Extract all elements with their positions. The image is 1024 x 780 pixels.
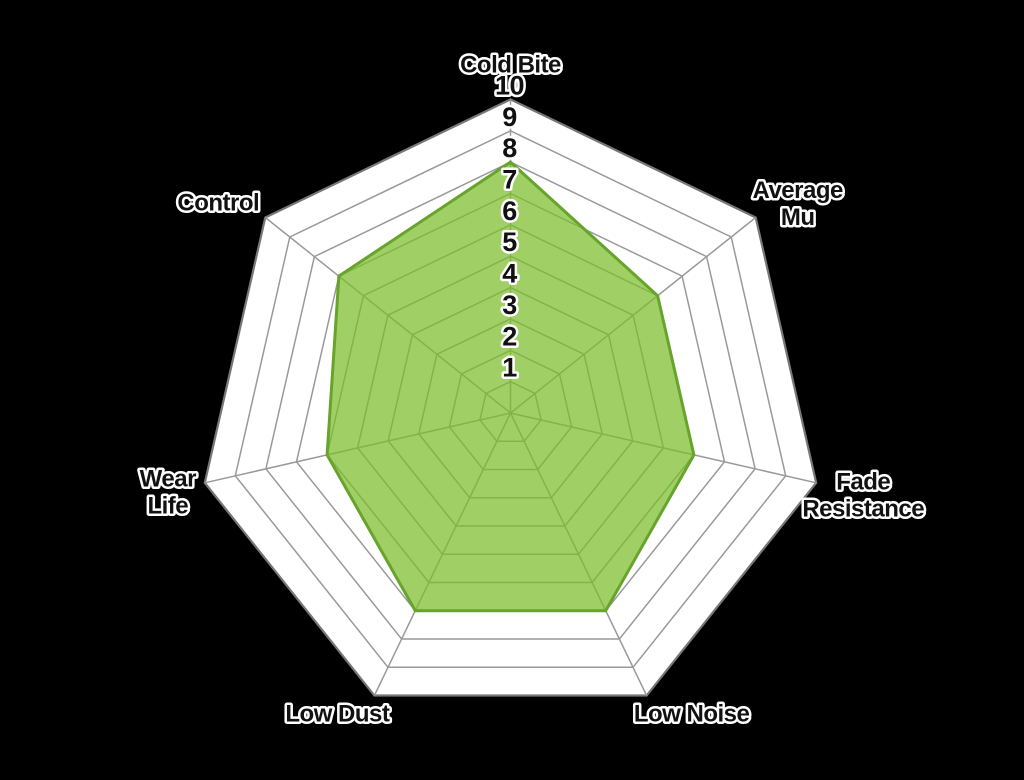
tick-label-1: 1 <box>502 353 517 383</box>
tick-label-9: 9 <box>502 102 517 132</box>
tick-label-8: 8 <box>502 133 517 163</box>
axis-label-cold-bite: Cold Bite <box>460 51 561 78</box>
tick-label-2: 2 <box>502 321 517 351</box>
data-polygon <box>325 160 696 613</box>
axis-label-fade-resistance: Fade Resistance <box>802 468 924 522</box>
axis-label-wear-life: Wear Life <box>140 465 196 519</box>
tick-label-5: 5 <box>502 227 517 257</box>
grid-ring-8 <box>265 161 756 640</box>
tick-label-4: 4 <box>502 259 517 289</box>
grid-ring-9 <box>234 129 787 669</box>
axis-label-low-dust: Low Dust <box>285 701 389 728</box>
axis-label-low-noise: Low Noise <box>634 701 750 728</box>
tick-label-6: 6 <box>502 196 517 226</box>
tick-label-10: 10 <box>495 70 524 100</box>
axis-label-control: Control <box>177 190 259 217</box>
axis-labels: Cold Bite Average Mu Fade Resistance Low Nois… <box>137 49 927 730</box>
tick-label-3: 3 <box>502 290 517 320</box>
tick-label-7: 7 <box>502 165 517 195</box>
axis-label-average-mu: Average Mu <box>753 177 843 231</box>
